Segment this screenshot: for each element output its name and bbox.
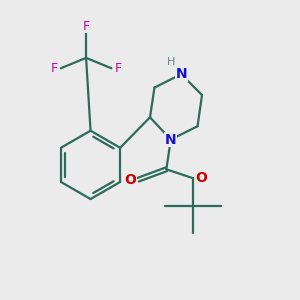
Text: F: F <box>82 20 90 33</box>
Text: N: N <box>176 67 187 81</box>
Text: F: F <box>114 62 122 75</box>
Text: O: O <box>196 171 207 185</box>
Text: N: N <box>165 133 177 147</box>
Text: O: O <box>124 173 136 187</box>
Text: F: F <box>51 62 58 75</box>
Text: H: H <box>167 57 175 67</box>
